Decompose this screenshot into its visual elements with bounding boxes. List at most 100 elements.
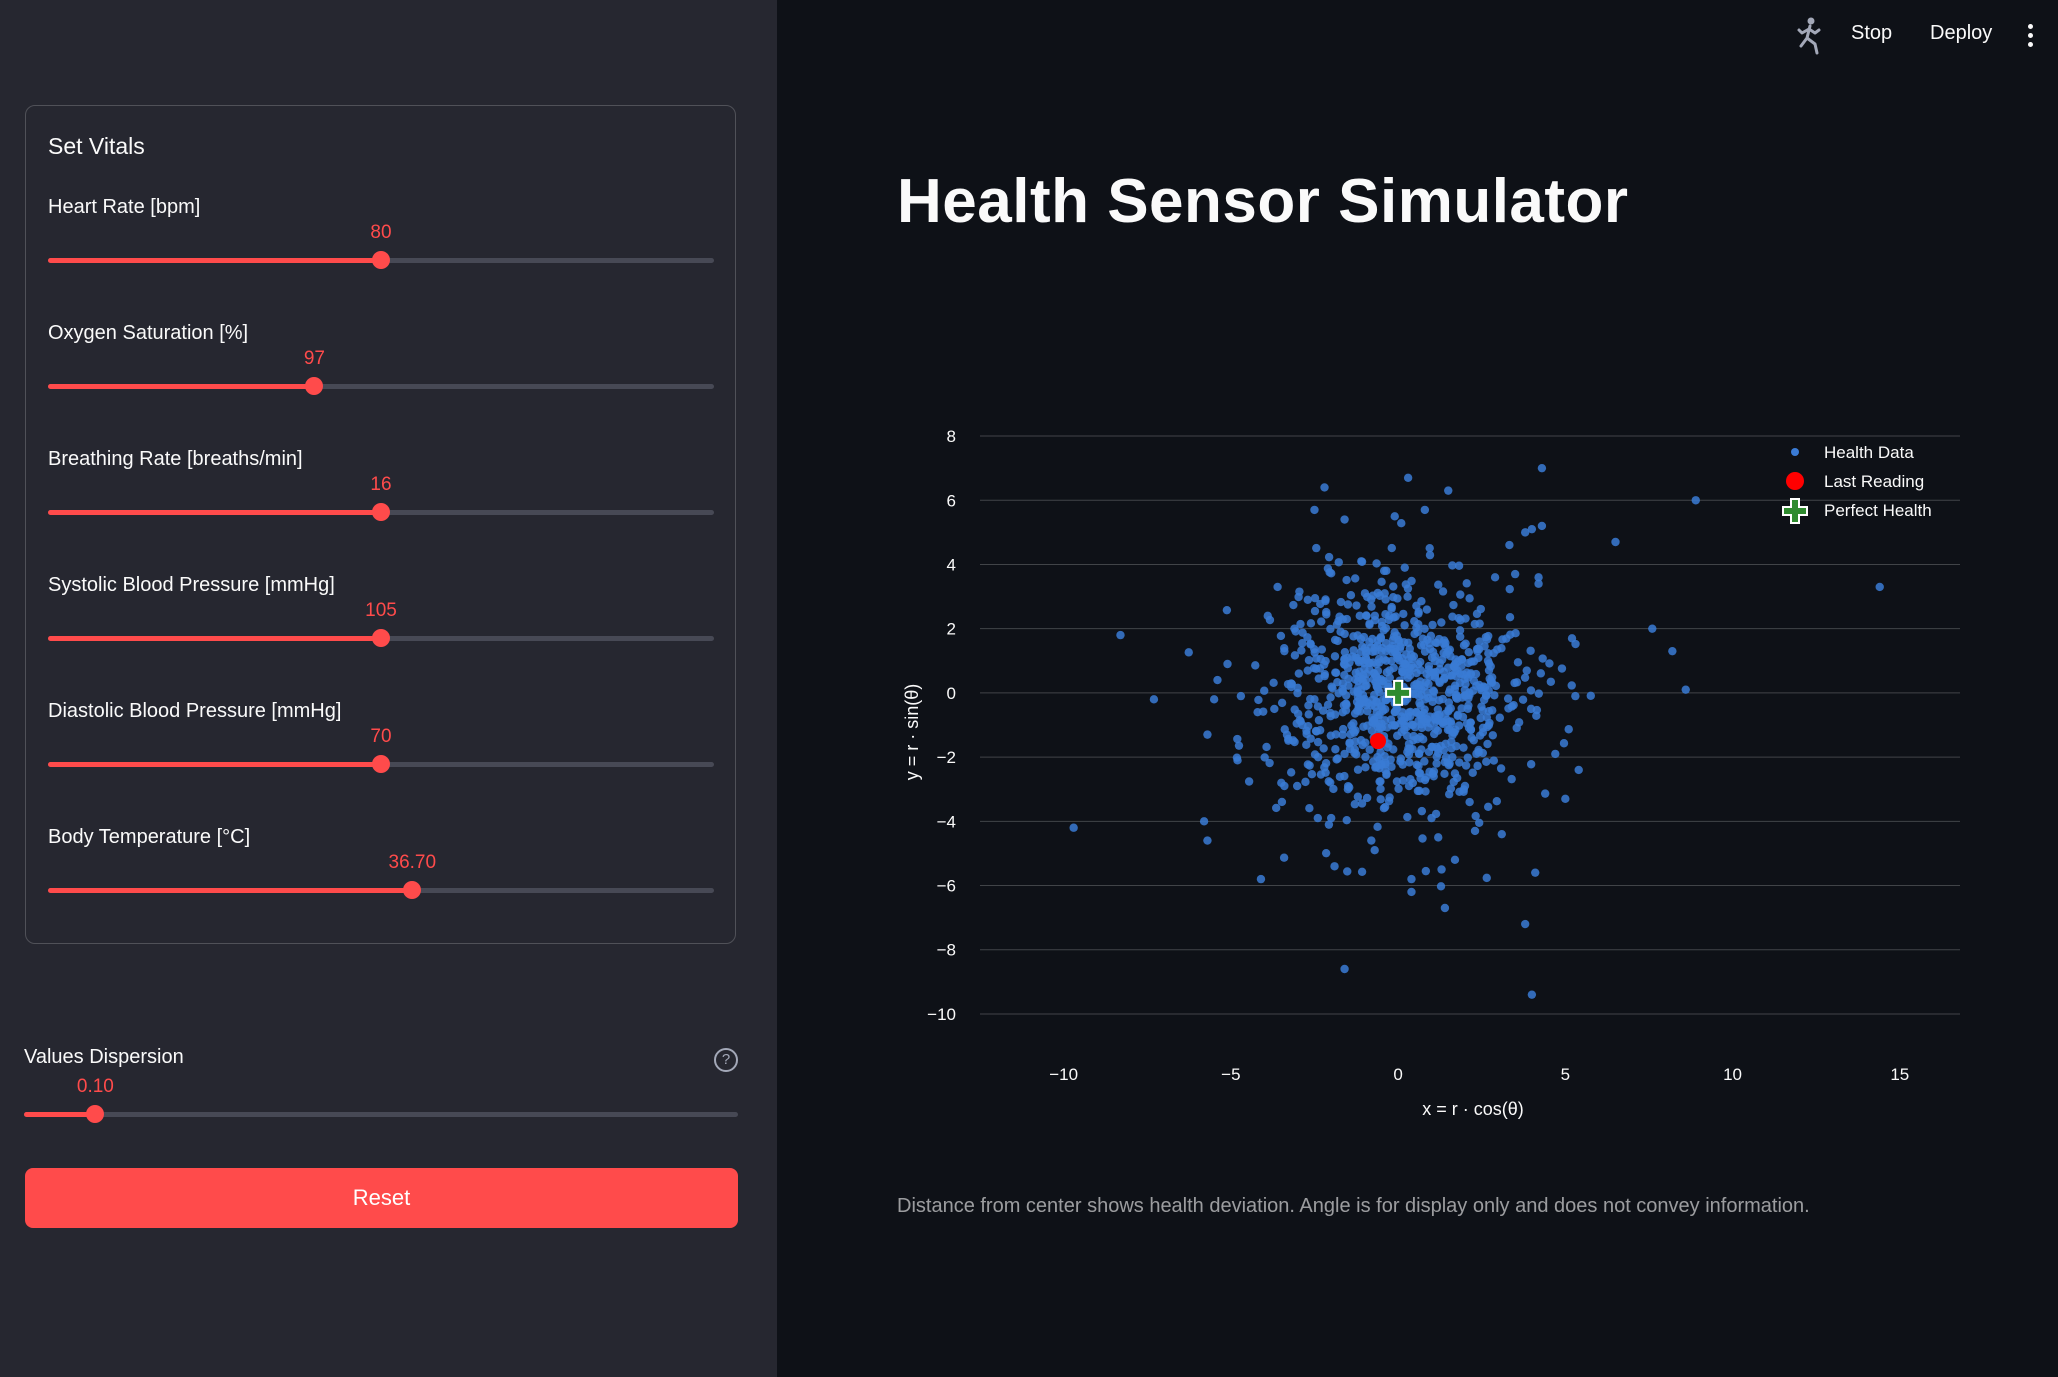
body-temperature-slider[interactable]: Body Temperature [°C] 36.70	[48, 826, 714, 936]
health-data-point	[1342, 614, 1352, 624]
slider-thumb[interactable]	[403, 881, 422, 899]
health-data-point	[1490, 573, 1500, 582]
health-data-point	[1468, 768, 1477, 777]
health-data-point	[1310, 593, 1320, 603]
breathing-rate-slider[interactable]: Breathing Rate [breaths/min] 16	[48, 448, 714, 558]
health-data-point	[1260, 686, 1269, 695]
health-data-points	[1069, 463, 1884, 999]
slider-track[interactable]	[48, 755, 714, 773]
health-data-point	[1305, 803, 1314, 813]
health-data-point	[1474, 818, 1484, 827]
health-data-point	[1509, 700, 1518, 710]
slider-track[interactable]	[48, 503, 714, 521]
health-data-point	[1377, 760, 1386, 770]
slider-thumb[interactable]	[372, 251, 390, 269]
x-tick-label: 15	[1890, 1065, 1909, 1084]
diastolic-bp-slider[interactable]: Diastolic Blood Pressure [mmHg] 70	[48, 700, 714, 810]
health-data-point	[1330, 862, 1339, 871]
legend-marker-health-data	[1791, 448, 1799, 456]
health-data-point	[1318, 706, 1328, 715]
scatter-chart[interactable]: −10 −8 −6 −4 −2 0 2 4 6 8 −10 −5 0 5 10 15 x = r · cos…	[880, 380, 1980, 1140]
slider-track[interactable]	[24, 1105, 738, 1123]
health-data-point	[1424, 747, 1434, 757]
deploy-button[interactable]: Deploy	[1930, 22, 1993, 44]
health-data-point	[1520, 528, 1530, 537]
health-data-point	[1467, 657, 1476, 666]
health-data-point	[1461, 679, 1470, 689]
legend-marker-perfect-health	[1782, 498, 1808, 524]
health-data-point	[1377, 647, 1386, 656]
slider-value: 97	[303, 348, 325, 369]
health-data-point	[1428, 647, 1438, 657]
health-data-point	[1611, 537, 1620, 547]
slider-thumb[interactable]	[372, 503, 390, 521]
health-data-point	[1435, 658, 1445, 668]
health-data-point	[1413, 786, 1423, 796]
health-data-point	[1422, 715, 1432, 724]
health-data-point	[1310, 606, 1320, 616]
health-data-point	[1421, 866, 1431, 876]
health-data-point	[1302, 740, 1311, 749]
health-data-point	[1537, 521, 1547, 531]
health-data-point	[1349, 632, 1358, 641]
health-data-point	[1333, 636, 1342, 646]
health-data-point	[1417, 806, 1427, 816]
slider-track[interactable]	[48, 377, 714, 395]
heart-rate-slider[interactable]: Heart Rate [bpm] 80	[48, 196, 714, 306]
health-data-point	[1339, 701, 1349, 710]
health-data-point	[1329, 784, 1338, 794]
health-data-point	[1373, 722, 1382, 731]
health-data-point	[1343, 600, 1353, 609]
reset-button[interactable]: Reset	[25, 1168, 738, 1228]
health-data-point	[1464, 701, 1473, 710]
health-data-point	[1483, 802, 1493, 812]
health-data-point	[1251, 661, 1260, 670]
health-data-point	[1484, 659, 1494, 668]
health-data-point	[1513, 658, 1523, 667]
health-data-point	[1393, 594, 1402, 603]
health-data-point	[1415, 769, 1425, 778]
slider-track[interactable]	[48, 629, 714, 647]
stop-button[interactable]: Stop	[1851, 22, 1893, 44]
legend-label-perfect-health: Perfect Health	[1824, 501, 1932, 520]
health-data-point	[1306, 639, 1315, 648]
oxygen-saturation-slider[interactable]: Oxygen Saturation [%] 97	[48, 322, 714, 432]
health-data-point	[1476, 713, 1485, 723]
slider-track[interactable]	[48, 251, 714, 269]
health-data-point	[1315, 726, 1325, 735]
health-data-point	[1498, 635, 1507, 644]
health-data-point	[1222, 605, 1232, 615]
slider-thumb[interactable]	[305, 377, 324, 395]
health-data-point	[1414, 749, 1424, 758]
health-data-point	[1293, 688, 1302, 698]
slider-thumb[interactable]	[86, 1105, 105, 1123]
y-axis-label: y = r · sin(θ)	[902, 684, 922, 781]
x-axis-ticks: −10 −5 0 5 10 15	[1049, 1065, 1909, 1084]
health-data-point	[1342, 575, 1351, 585]
health-data-point	[1361, 763, 1370, 772]
health-data-point	[1448, 561, 1457, 570]
health-data-point	[1209, 695, 1219, 704]
health-data-point	[1307, 770, 1317, 779]
health-data-point	[1398, 776, 1408, 785]
question-circle-icon[interactable]: ?	[714, 1048, 738, 1072]
health-data-point	[1668, 646, 1677, 656]
health-data-point	[1452, 742, 1461, 751]
health-data-point	[1536, 669, 1546, 678]
health-data-point	[1260, 753, 1269, 762]
systolic-bp-slider[interactable]: Systolic Blood Pressure [mmHg] 105	[48, 574, 714, 684]
slider-track[interactable]	[48, 881, 714, 899]
health-data-point	[1321, 768, 1330, 777]
health-data-point	[1492, 797, 1502, 806]
health-data-point	[1531, 868, 1540, 877]
health-data-point	[1444, 486, 1453, 495]
health-data-point	[1380, 751, 1389, 761]
health-data-point	[1436, 882, 1446, 891]
health-data-point	[1455, 787, 1464, 796]
health-data-point	[1353, 692, 1363, 702]
slider-thumb[interactable]	[372, 629, 390, 647]
more-vertical-icon[interactable]	[2022, 24, 2038, 50]
slider-thumb[interactable]	[372, 755, 390, 773]
values-dispersion-slider[interactable]: Values Dispersion ? 0.10	[24, 1046, 738, 1126]
health-data-point	[1397, 518, 1406, 528]
